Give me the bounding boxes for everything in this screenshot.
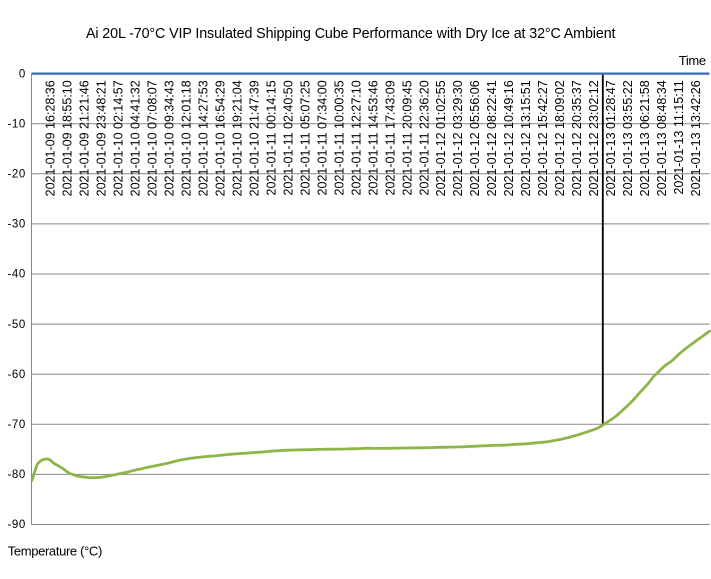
svg-text:-30: -30	[8, 219, 26, 231]
svg-text:2021-01-11 00:14:15: 2021-01-11 00:14:15	[264, 80, 278, 195]
svg-text:2021-01-13 13:42:26: 2021-01-13 13:42:26	[689, 80, 703, 196]
svg-text:2021-01-11 14:53:46: 2021-01-11 14:53:46	[366, 80, 380, 195]
svg-text:2021-01-10 09:34:43: 2021-01-10 09:34:43	[163, 80, 177, 196]
svg-text:2021-01-12 15:42:27: 2021-01-12 15:42:27	[536, 80, 550, 196]
svg-text:2021-01-12 10:49:16: 2021-01-12 10:49:16	[502, 80, 516, 196]
svg-text:Ai 20L -70°C VIP Insulated Shi: Ai 20L -70°C VIP Insulated Shipping Cube…	[86, 26, 616, 42]
svg-text:2021-01-13 11:15:11: 2021-01-13 11:15:11	[672, 80, 686, 194]
svg-text:-90: -90	[8, 519, 26, 531]
svg-text:-80: -80	[8, 469, 26, 481]
svg-text:-10: -10	[8, 118, 26, 130]
svg-text:2021-01-11 05:07:25: 2021-01-11 05:07:25	[298, 80, 312, 195]
svg-text:2021-01-13 06:21:58: 2021-01-13 06:21:58	[638, 80, 652, 196]
svg-text:2021-01-10 12:01:18: 2021-01-10 12:01:18	[180, 80, 194, 196]
svg-text:2021-01-12 08:22:41: 2021-01-12 08:22:41	[485, 80, 499, 196]
svg-text:2021-01-09 23:48:21: 2021-01-09 23:48:21	[95, 80, 109, 196]
svg-text:-20: -20	[8, 168, 26, 180]
svg-text:2021-01-13 01:28:47: 2021-01-13 01:28:47	[604, 80, 618, 196]
svg-text:2021-01-12 18:09:02: 2021-01-12 18:09:02	[553, 80, 567, 196]
svg-text:2021-01-11 10:00:35: 2021-01-11 10:00:35	[332, 80, 346, 195]
svg-text:-60: -60	[8, 369, 26, 381]
svg-text:0: 0	[19, 68, 26, 80]
svg-text:2021-01-10 16:54:29: 2021-01-10 16:54:29	[214, 80, 228, 196]
svg-text:2021-01-11 20:09:45: 2021-01-11 20:09:45	[400, 80, 414, 195]
svg-text:-40: -40	[8, 269, 26, 281]
svg-text:2021-01-09 18:55:10: 2021-01-09 18:55:10	[61, 80, 75, 196]
svg-text:2021-01-10 14:27:53: 2021-01-10 14:27:53	[197, 80, 211, 196]
svg-text:2021-01-11 02:40:50: 2021-01-11 02:40:50	[281, 80, 295, 195]
svg-text:2021-01-10 04:41:32: 2021-01-10 04:41:32	[129, 80, 143, 196]
svg-text:2021-01-11 12:27:10: 2021-01-11 12:27:10	[349, 80, 363, 195]
svg-text:2021-01-10 21:47:39: 2021-01-10 21:47:39	[247, 80, 261, 196]
svg-text:2021-01-12 01:02:55: 2021-01-12 01:02:55	[434, 80, 448, 196]
svg-text:2021-01-10 19:21:04: 2021-01-10 19:21:04	[230, 80, 244, 196]
svg-text:2021-01-11 22:36:20: 2021-01-11 22:36:20	[417, 80, 431, 195]
svg-text:2021-01-10 02:14:57: 2021-01-10 02:14:57	[112, 80, 126, 196]
svg-text:2021-01-12 13:15:51: 2021-01-12 13:15:51	[519, 80, 533, 196]
svg-text:-70: -70	[8, 419, 26, 431]
svg-text:2021-01-11 17:43:09: 2021-01-11 17:43:09	[383, 80, 397, 195]
svg-text:2021-01-13 08:48:34: 2021-01-13 08:48:34	[655, 80, 669, 196]
svg-text:2021-01-13 03:55:22: 2021-01-13 03:55:22	[621, 80, 635, 196]
svg-text:2021-01-12 20:35:37: 2021-01-12 20:35:37	[570, 80, 584, 196]
svg-text:2021-01-12 05:56:06: 2021-01-12 05:56:06	[468, 80, 482, 196]
svg-text:-50: -50	[8, 319, 26, 331]
svg-text:2021-01-10 07:08:07: 2021-01-10 07:08:07	[146, 80, 160, 196]
svg-text:2021-01-12 23:02:12: 2021-01-12 23:02:12	[587, 80, 601, 196]
svg-text:2021-01-12 03:29:30: 2021-01-12 03:29:30	[451, 80, 465, 196]
svg-text:2021-01-11 07:34:00: 2021-01-11 07:34:00	[315, 80, 329, 195]
svg-text:2021-01-09 16:28:36: 2021-01-09 16:28:36	[44, 80, 58, 196]
svg-text:Time: Time	[679, 53, 706, 68]
svg-text:Temperature (°C): Temperature (°C)	[8, 543, 102, 558]
svg-text:2021-01-09 21:21:46: 2021-01-09 21:21:46	[78, 80, 92, 196]
